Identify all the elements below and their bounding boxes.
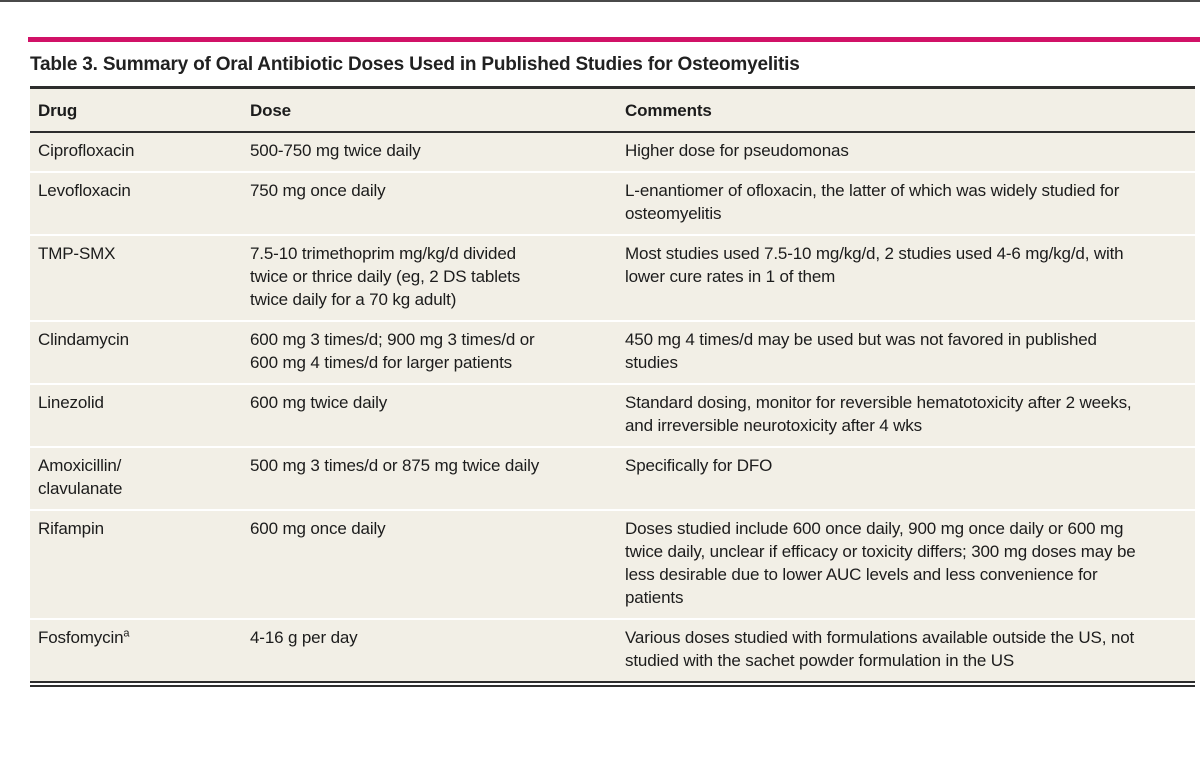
comments-cell: Specifically for DFO xyxy=(625,447,1195,510)
comments-cell: Standard dosing, monitor for reversible … xyxy=(625,384,1195,447)
table-title: Table 3. Summary of Oral Antibiotic Dose… xyxy=(30,54,800,75)
drug-name: Rifampin xyxy=(38,519,104,538)
drug-cell: Clindamycin xyxy=(30,321,250,384)
dose-cell: 600 mg once daily xyxy=(250,510,625,619)
table-header-row: Drug Dose Comments xyxy=(30,86,1195,133)
drug-cell: Rifampin xyxy=(30,510,250,619)
dose-cell: 500-750 mg twice daily xyxy=(250,132,625,172)
column-header-drug: Drug xyxy=(30,86,250,133)
drug-name: Linezolid xyxy=(38,393,104,412)
table-row: Fosfomycina 4-16 g per day Various doses… xyxy=(30,619,1195,681)
comments-cell: Most studies used 7.5-10 mg/kg/d, 2 stud… xyxy=(625,235,1195,321)
table-row: Amoxicillin/ clavulanate 500 mg 3 times/… xyxy=(30,447,1195,510)
dose-cell: 7.5-10 trimethoprim mg/kg/d divided twic… xyxy=(250,235,625,321)
accent-rule xyxy=(28,37,1200,42)
drug-cell: Linezolid xyxy=(30,384,250,447)
drug-name: TMP-SMX xyxy=(38,244,116,263)
drug-cell: Levofloxacin xyxy=(30,172,250,235)
table-row: Levofloxacin 750 mg once daily L-enantio… xyxy=(30,172,1195,235)
bottom-rule-gap xyxy=(30,683,1195,685)
drug-cell: Amoxicillin/ clavulanate xyxy=(30,447,250,510)
dose-cell: 500 mg 3 times/d or 875 mg twice daily xyxy=(250,447,625,510)
dose-cell: 600 mg twice daily xyxy=(250,384,625,447)
drug-cell: TMP-SMX xyxy=(30,235,250,321)
footnote-marker-a: a xyxy=(123,627,130,640)
comments-cell: 450 mg 4 times/d may be used but was not… xyxy=(625,321,1195,384)
table-row: Linezolid 600 mg twice daily Standard do… xyxy=(30,384,1195,447)
table-bottom-rule xyxy=(30,681,1195,687)
drug-name: Clindamycin xyxy=(38,330,129,349)
table-row: Ciprofloxacin 500-750 mg twice daily Hig… xyxy=(30,132,1195,172)
drug-name: Amoxicillin/ clavulanate xyxy=(38,456,123,498)
comments-cell: L-enantiomer of ofloxacin, the latter of… xyxy=(625,172,1195,235)
column-header-comments: Comments xyxy=(625,86,1195,133)
drug-name: Ciprofloxacin xyxy=(38,141,135,160)
antibiotic-doses-table: Drug Dose Comments Ciprofloxacin 500-750… xyxy=(30,86,1195,681)
window-top-edge xyxy=(0,0,1200,2)
drug-cell: Ciprofloxacin xyxy=(30,132,250,172)
comments-cell: Various doses studied with formulations … xyxy=(625,619,1195,681)
table-row: Rifampin 600 mg once daily Doses studied… xyxy=(30,510,1195,619)
comments-cell: Doses studied include 600 once daily, 90… xyxy=(625,510,1195,619)
comments-cell: Higher dose for pseudomonas xyxy=(625,132,1195,172)
table-row: Clindamycin 600 mg 3 times/d; 900 mg 3 t… xyxy=(30,321,1195,384)
bottom-rule-lower xyxy=(30,685,1195,687)
table-row: TMP-SMX 7.5-10 trimethoprim mg/kg/d divi… xyxy=(30,235,1195,321)
bottom-rule-upper xyxy=(30,681,1195,683)
column-header-dose: Dose xyxy=(250,86,625,133)
dose-cell: 600 mg 3 times/d; 900 mg 3 times/d or 60… xyxy=(250,321,625,384)
drug-cell: Fosfomycina xyxy=(30,619,250,681)
dose-cell: 4-16 g per day xyxy=(250,619,625,681)
drug-name: Levofloxacin xyxy=(38,181,131,200)
drug-name: Fosfomycin xyxy=(38,628,124,647)
dose-cell: 750 mg once daily xyxy=(250,172,625,235)
